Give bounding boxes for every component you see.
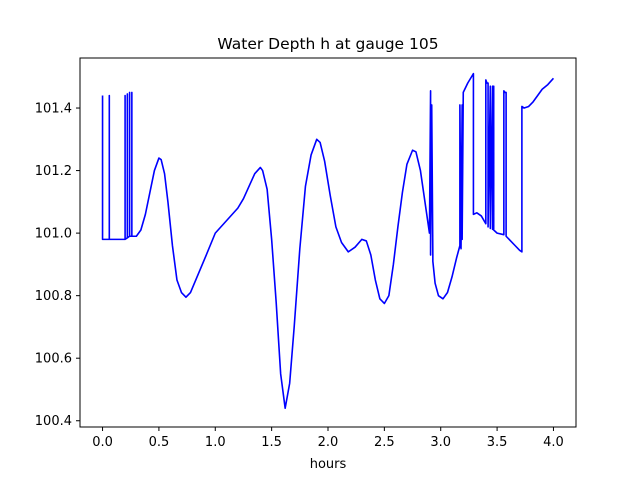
x-tick-label: 0.5 xyxy=(149,435,170,450)
x-tick-label: 3.0 xyxy=(430,435,451,450)
y-tick-label: 100.8 xyxy=(35,289,72,304)
x-tick-label: 0.0 xyxy=(92,435,113,450)
x-tick-label: 1.5 xyxy=(261,435,282,450)
x-tick-label: 3.5 xyxy=(487,435,508,450)
y-tick-label: 101.0 xyxy=(35,227,72,242)
x-tick-label: 1.0 xyxy=(205,435,226,450)
x-tick-label: 2.0 xyxy=(318,435,339,450)
series-line-1 xyxy=(101,72,555,410)
y-tick-label: 100.4 xyxy=(35,414,72,429)
x-axis-label: hours xyxy=(310,457,347,472)
chart-title: Water Depth h at gauge 105 xyxy=(217,35,438,53)
x-tick-label: 4.0 xyxy=(543,435,564,450)
x-axis: 0.0 0.5 1.0 1.5 2.0 2.5 3.0 3.5 4.0 xyxy=(92,427,564,450)
x-tick-label: 2.5 xyxy=(374,435,395,450)
y-tick-label: 101.2 xyxy=(35,164,72,179)
y-axis: 100.4 100.6 100.8 101.0 101.2 101.4 xyxy=(35,102,80,429)
y-tick-label: 101.4 xyxy=(35,102,72,117)
y-tick-label: 100.6 xyxy=(35,352,72,367)
